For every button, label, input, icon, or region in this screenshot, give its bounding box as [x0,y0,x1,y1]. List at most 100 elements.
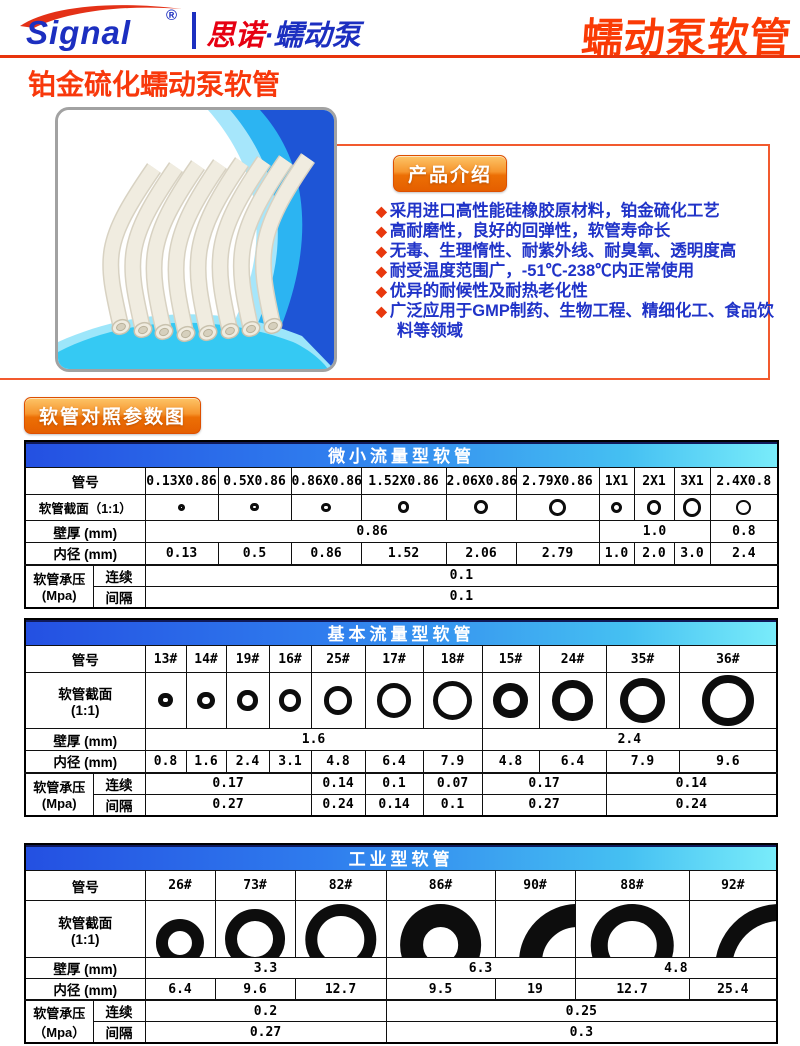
product-photo [55,107,337,372]
pressure-intermittent-cell: 0.27 [144,793,312,816]
spec-table: 基本流量型软管 管号 13# 14# 19# 16# 25# 17# 18# 15# 24# 35# 3… [24,618,779,817]
pressure-continuous-cell: 0.1 [364,771,424,795]
diamond-bullet-icon: ◆ [376,303,387,319]
row-label-continuous: 连续 [92,999,146,1022]
inner-dia-cell: 0.86 [290,542,362,565]
brand-cn-blue: ·蠕动泵 [264,20,361,52]
tube-cross-section [619,677,666,724]
cross-section-cell [598,494,635,521]
inner-dia-cell: 1.0 [598,542,635,565]
inner-dia-cell: 0.8 [144,750,187,773]
intro-bullet-text: 优异的耐候性及耐热老化性 [389,282,588,300]
col-header-cell: 24# [538,645,607,673]
col-header-cell: 19# [225,645,270,673]
wall-value-cell: 2.4 [481,728,778,751]
tube-cross-section [715,904,777,957]
cross-section-cell [605,672,680,729]
tube-cross-section [736,499,752,515]
tube-cross-section [590,904,674,957]
wall-value-cell: 0.86 [144,520,600,543]
cross-section-cell [422,672,483,729]
col-header-cell: 2.79X0.86 [515,467,600,495]
col-header-cell: 1X1 [598,467,635,495]
pressure-continuous-cell: 0.07 [422,771,483,795]
pressure-intermittent-cell: 0.1 [422,793,483,816]
cross-section-cell [360,494,447,521]
logo-divider [192,12,196,49]
diamond-bullet-icon: ◆ [376,203,387,219]
tube-cross-section [321,502,331,513]
row-label-section: 软管截面 (1:1) [24,672,146,729]
pressure-continuous-cell: 0.17 [144,771,312,795]
header-divider [0,55,800,58]
pressure-continuous-cell: 0.25 [385,999,778,1022]
inner-dia-cell: 7.9 [422,750,483,773]
row-label-intermittent: 间隔 [92,793,146,816]
brand-logo: Signal ® 思诺·蠕动泵 [16,2,376,54]
tube-cross-section [250,503,259,512]
col-header-cell: 3X1 [673,467,711,495]
intro-bullet-text: 无毒、生理惰性、耐紫外线、耐臭氧、透明度高 [389,242,737,260]
col-header-cell: 13# [144,645,187,673]
inner-dia-cell: 1.52 [360,542,447,565]
cross-section-cell [633,494,675,521]
tube-cross-section [493,683,528,718]
table-basic-flow: 基本流量型软管 管号 13# 14# 19# 16# 25# 17# 18# 15# 24# 35# 3… [24,618,779,817]
pressure-intermittent-cell: 0.1 [144,585,779,608]
table-title: 微小流量型软管 [24,440,779,468]
inner-dia-cell: 3.0 [673,542,711,565]
cross-section-cell [538,672,607,729]
intro-bullet-text: 高耐磨性，良好的回弹性，软管寿命长 [389,222,671,240]
cross-section-cell [481,672,540,729]
diamond-bullet-icon: ◆ [376,243,387,259]
col-header-cell: 0.13X0.86 [144,467,219,495]
col-header-cell: 0.5X0.86 [217,467,292,495]
row-label-inner-dia: 内径 (mm) [24,978,146,1001]
col-header-cell: 2X1 [633,467,675,495]
tube-cross-section [197,691,215,709]
product-heading: 铂金硫化蠕动泵软管 [28,69,281,100]
inner-dia-cell: 3.1 [268,750,312,773]
wall-value-cell: 1.0 [598,520,711,543]
cross-section-arc [387,902,494,957]
pressure-intermittent-cell: 0.27 [144,1021,387,1044]
col-header-cell: 16# [268,645,312,673]
cross-section-cell [688,900,778,958]
cross-section-cell [144,494,219,521]
cross-section-arc [296,902,385,957]
intro-bullet: ◆ 耐受温度范围广，-51℃-238℃内正常使用 [376,261,780,281]
pressure-intermittent-cell: 0.14 [364,793,424,816]
col-header-cell: 18# [422,645,483,673]
inner-dia-cell: 9.5 [385,978,496,1001]
wall-value-cell: 6.3 [385,957,576,979]
col-header-cell: 14# [185,645,227,673]
spec-table: 工业型软管 管号 26# 73# 82# 86# 90# 88# 92# 软管截面 (1:1) 壁厚 … [24,843,779,1044]
row-label-intermittent: 间隔 [92,1021,146,1044]
logo-swoosh-icon [20,5,182,28]
row-label-section: 软管截面（1:1） [24,494,146,521]
inner-dia-cell: 6.4 [364,750,424,773]
row-label-continuous: 连续 [92,563,146,587]
inner-dia-cell: 12.7 [574,978,690,1001]
cross-section-arc [496,902,574,957]
tube-cross-section [646,499,662,515]
inner-dia-cell: 25.4 [688,978,778,1001]
cross-section-cell [214,900,296,958]
row-label-continuous: 连续 [92,771,146,795]
pressure-continuous-cell: 0.2 [144,999,387,1022]
pressure-continuous-cell: 0.17 [481,771,607,795]
row-label-section: 软管截面 (1:1) [24,900,146,958]
diamond-bullet-icon: ◆ [376,283,387,299]
pressure-intermittent-cell: 0.27 [481,793,607,816]
cross-section-cell [185,672,227,729]
col-header-cell: 17# [364,645,424,673]
cross-section-cell [364,672,424,729]
inner-dia-cell: 2.0 [633,542,675,565]
tube-cross-section [323,686,353,715]
cross-section-cell [310,672,366,729]
diamond-bullet-icon: ◆ [376,263,387,279]
cross-section-cell [574,900,690,958]
inner-dia-cell: 2.4 [709,542,779,565]
table-title: 基本流量型软管 [24,618,778,646]
